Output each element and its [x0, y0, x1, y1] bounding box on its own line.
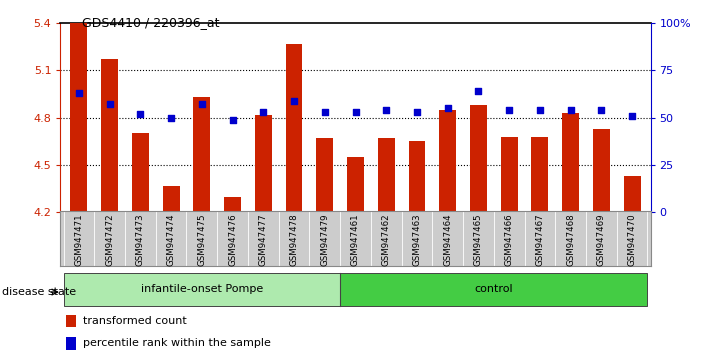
Text: GSM947475: GSM947475: [198, 213, 206, 266]
Bar: [193, 97, 210, 212]
Bar: [347, 157, 364, 212]
Text: GSM947469: GSM947469: [597, 213, 606, 266]
Bar: [562, 113, 579, 212]
Point: [257, 109, 269, 115]
Bar: [593, 129, 610, 212]
Text: GSM947466: GSM947466: [505, 213, 513, 266]
Text: disease state: disease state: [2, 287, 76, 297]
Point: [196, 102, 208, 107]
Bar: [439, 110, 456, 212]
Point: [565, 107, 577, 113]
Text: GSM947477: GSM947477: [259, 213, 268, 266]
Text: GSM947470: GSM947470: [628, 213, 636, 266]
Text: GDS4410 / 220396_at: GDS4410 / 220396_at: [82, 16, 219, 29]
Text: transformed count: transformed count: [83, 316, 186, 326]
Bar: [624, 176, 641, 212]
Point: [73, 90, 85, 96]
Text: GSM947473: GSM947473: [136, 213, 145, 266]
Text: GSM947465: GSM947465: [474, 213, 483, 266]
Point: [380, 107, 392, 113]
Bar: [66, 315, 76, 327]
Bar: [70, 23, 87, 212]
Text: GSM947467: GSM947467: [535, 213, 545, 266]
Text: GSM947461: GSM947461: [351, 213, 360, 266]
Text: GSM947468: GSM947468: [566, 213, 575, 266]
Bar: [501, 137, 518, 212]
Bar: [224, 196, 241, 212]
Point: [319, 109, 331, 115]
Bar: [316, 138, 333, 212]
Bar: [101, 59, 118, 212]
Text: GSM947462: GSM947462: [382, 213, 391, 266]
Text: infantile-onset Pompe: infantile-onset Pompe: [141, 284, 263, 295]
Point: [104, 102, 115, 107]
Text: GSM947479: GSM947479: [320, 213, 329, 266]
Bar: [63, 273, 340, 306]
Bar: [286, 44, 302, 212]
Text: control: control: [474, 284, 513, 295]
Point: [626, 113, 638, 119]
Text: GSM947464: GSM947464: [443, 213, 452, 266]
Text: GSM947474: GSM947474: [166, 213, 176, 266]
Text: percentile rank within the sample: percentile rank within the sample: [83, 338, 271, 348]
Point: [289, 98, 300, 103]
Point: [473, 88, 484, 94]
Bar: [531, 137, 548, 212]
Bar: [255, 115, 272, 212]
Point: [503, 107, 515, 113]
Text: GSM947478: GSM947478: [289, 213, 299, 266]
Point: [534, 107, 545, 113]
Bar: [66, 337, 76, 350]
Point: [166, 115, 177, 120]
Bar: [340, 273, 648, 306]
Text: GSM947463: GSM947463: [412, 213, 422, 266]
Bar: [409, 141, 425, 212]
Point: [350, 109, 361, 115]
Bar: [378, 138, 395, 212]
Bar: [163, 185, 180, 212]
Bar: [132, 133, 149, 212]
Bar: [470, 105, 487, 212]
Point: [134, 111, 146, 117]
Text: GSM947472: GSM947472: [105, 213, 114, 266]
Point: [442, 105, 454, 111]
Point: [227, 117, 238, 122]
Text: GSM947471: GSM947471: [75, 213, 83, 266]
Point: [411, 109, 422, 115]
Point: [596, 107, 607, 113]
Text: GSM947476: GSM947476: [228, 213, 237, 266]
